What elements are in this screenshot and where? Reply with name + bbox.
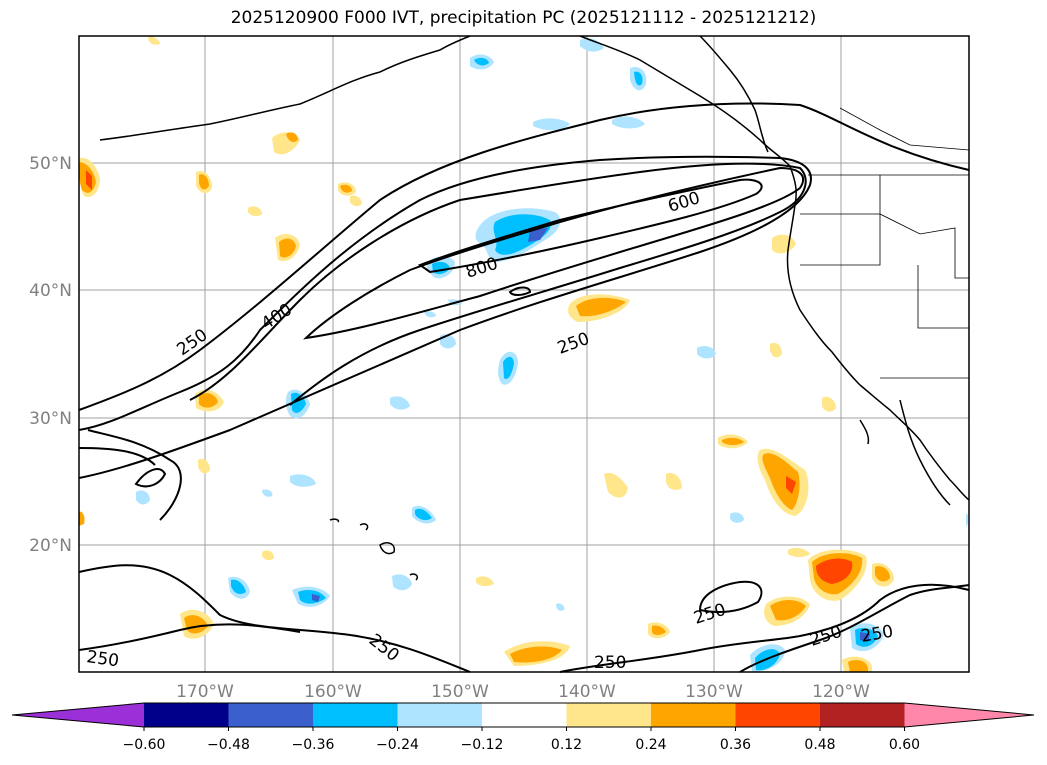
colorbar-tick-label: −0.12 [461, 737, 504, 753]
colorbar-tick-label: 0.48 [804, 737, 835, 753]
colorbar-segment [313, 703, 398, 727]
colorbar-segment [144, 703, 229, 727]
colorbar-tick-label: 0.24 [635, 737, 666, 753]
colorbar-tick-label: 0.36 [720, 737, 751, 753]
map-frame [78, 35, 970, 673]
colorbar-segment [566, 703, 651, 727]
longitude-label: 150°W [431, 682, 489, 702]
ivt-contours [78, 102, 970, 673]
colorbar: −0.60 −0.48 −0.36 −0.24 −0.12 0.12 0.24 … [11, 702, 1035, 753]
colorbar-segment [735, 703, 820, 727]
colorbar-segment [397, 703, 482, 727]
colorbar-tick-label: −0.24 [376, 737, 419, 753]
colorbar-tick-label: −0.60 [123, 737, 166, 753]
colorbar-tick-label: 0.60 [889, 737, 920, 753]
latitude-label: 30°N [29, 409, 72, 429]
contour-label: 250 [85, 647, 120, 671]
contour-label: 250 [594, 653, 626, 673]
map-title: 2025120900 F000 IVT, precipitation PC (2… [230, 8, 817, 28]
colorbar-extend-min [12, 703, 144, 727]
longitude-labels: 170°W 160°W 150°W 140°W 130°W 120°W [176, 682, 870, 702]
coastlines [99, 35, 970, 581]
longitude-label: 140°W [558, 682, 616, 702]
precipitation-shading [79, 36, 969, 672]
colorbar-tick-label: −0.48 [207, 737, 250, 753]
colorbar-tick-label: −0.36 [292, 737, 335, 753]
colorbar-extend-max [904, 703, 1034, 727]
longitude-label: 160°W [304, 682, 362, 702]
latitude-label: 40°N [29, 281, 72, 301]
longitude-label: 120°W [812, 682, 870, 702]
colorbar-segment [482, 703, 567, 727]
latitude-label: 20°N [29, 536, 72, 556]
colorbar-segment [820, 703, 905, 727]
longitude-label: 170°W [176, 682, 234, 702]
political-borders [800, 107, 970, 379]
gridlines [79, 36, 969, 672]
colorbar-segment [651, 703, 736, 727]
latitude-labels: 50°N 40°N 30°N 20°N [29, 154, 72, 556]
latitude-label: 50°N [29, 154, 72, 174]
colorbar-segment [228, 703, 313, 727]
colorbar-tick-label: 0.12 [551, 737, 582, 753]
longitude-label: 130°W [685, 682, 743, 702]
